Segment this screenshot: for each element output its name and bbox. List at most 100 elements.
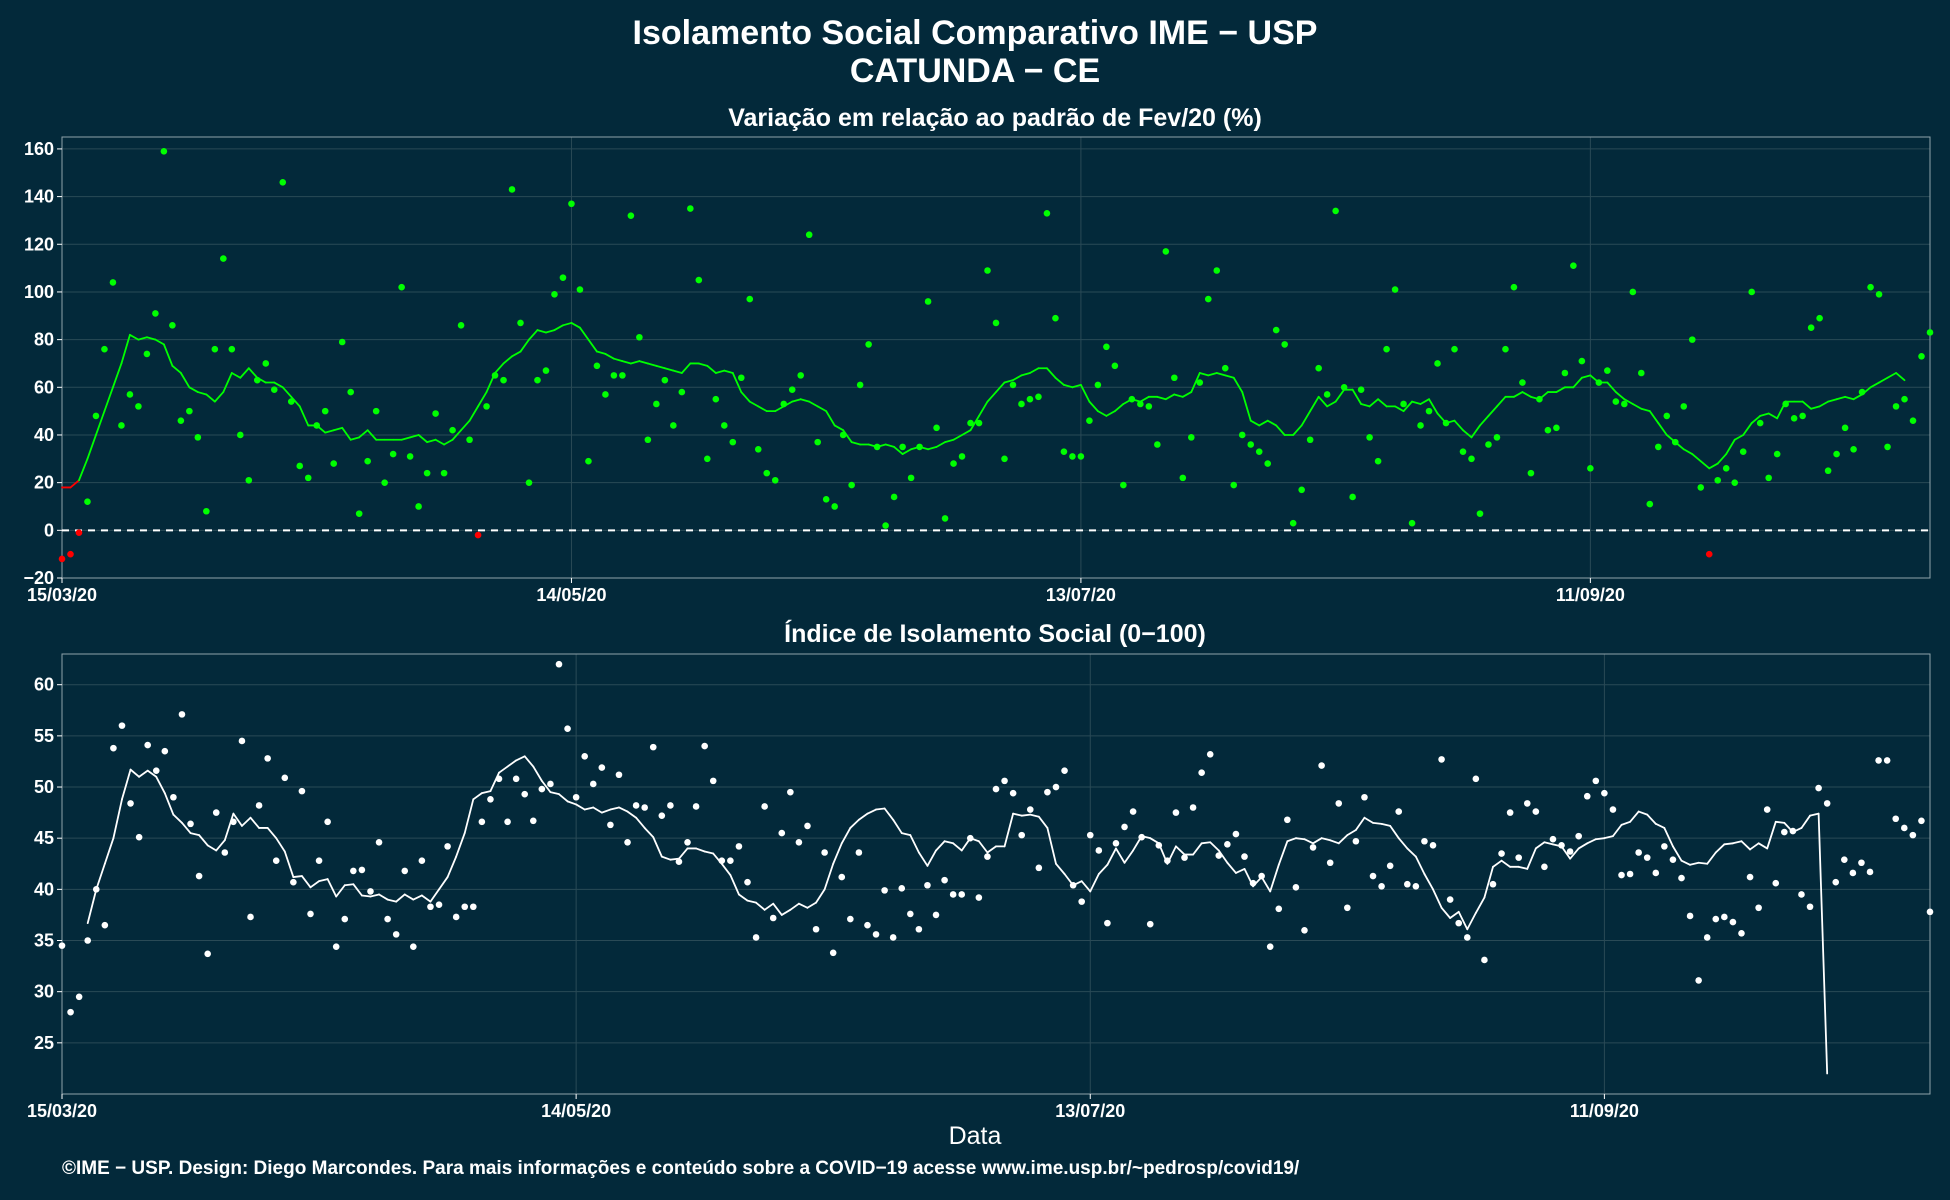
moving-average-segment [163,792,175,816]
moving-average-segment [1046,367,1057,379]
data-point [1292,884,1300,891]
moving-average-segment [1235,867,1246,874]
data-point [924,298,932,305]
moving-average-segment [1300,410,1312,427]
data-point [797,372,805,379]
data-point [1867,283,1874,291]
moving-average-segment [772,902,783,916]
data-point [704,455,711,463]
data-point [109,279,117,286]
data-point [491,372,499,379]
data-point [1121,823,1128,831]
data-point [746,295,754,303]
data-point [204,950,211,958]
data-point [1298,486,1305,494]
moving-average-segment [498,765,509,774]
data-point [211,345,219,353]
data-point [1120,481,1127,489]
moving-average-segment [400,436,412,441]
data-point [287,398,295,405]
data-point [186,407,193,415]
moving-average-segment [1487,405,1498,417]
moving-average-segment [1156,395,1167,401]
moving-average-segment [112,798,123,840]
moving-average-segment [798,902,809,909]
data-point [607,821,614,829]
moving-average-segment [1827,398,1838,403]
data-point [1519,379,1526,386]
data-point [1189,804,1197,811]
data-point [1558,842,1565,849]
data-point [1739,448,1747,455]
moving-average-segment [1377,398,1388,408]
data-point [1678,874,1685,882]
y-tick-label: 0 [44,520,54,540]
moving-average-segment [1818,400,1830,408]
data-point [1266,943,1274,950]
moving-average-segment [1517,865,1529,870]
data-point [1323,391,1331,398]
data-point [423,469,431,477]
data-point [418,857,426,864]
moving-average-segment [757,405,768,413]
moving-average-segment [833,424,845,432]
moving-average-segment [1757,842,1769,850]
data-point [474,531,482,539]
moving-average-segment [850,441,862,446]
data-point [950,460,957,467]
data-point [1383,345,1390,353]
data-point [1909,831,1917,839]
moving-average-segment [893,445,904,455]
moving-average-segment [1572,376,1583,389]
data-point [1799,412,1806,420]
moving-average-segment [1767,412,1779,420]
data-point [110,744,117,752]
data-point [367,888,374,895]
data-point [212,809,220,816]
moving-average-segment [986,845,997,854]
moving-average-segment [706,364,717,374]
data-point [1344,904,1351,912]
moving-average-segment [1326,400,1337,408]
data-point [1765,474,1772,482]
data-point [449,426,456,434]
data-point [1181,854,1188,861]
data-point [1669,856,1677,863]
moving-average-segment [1496,395,1507,408]
moving-average-segment [1492,859,1503,868]
data-point [330,460,338,467]
moving-average-segment [154,338,165,346]
data-point [1275,905,1283,913]
data-point [1721,913,1728,921]
data-point [1909,417,1917,424]
moving-average-segment [1192,842,1203,856]
moving-average-segment [426,438,437,444]
data-point [1349,493,1356,501]
y-tick-label: 100 [24,282,54,302]
data-point [101,345,108,353]
data-point [692,803,700,810]
moving-average-segment [172,813,183,824]
moving-average-segment [1716,453,1728,465]
moving-average-segment [1725,438,1736,455]
data-point [1850,445,1857,453]
moving-average-segment [1428,398,1439,415]
moving-average-segment [1249,419,1261,427]
data-point [372,407,380,415]
moving-average-segment [1766,820,1777,850]
moving-average-segment [213,391,225,403]
data-point [1643,854,1651,861]
data-point [1391,286,1399,293]
moving-average-segment [900,832,912,837]
data-point [568,200,575,208]
moving-average-segment [502,355,513,365]
data-point [1570,262,1577,270]
data-point [1485,441,1492,448]
data-point [1026,806,1034,813]
data-point [915,925,923,933]
moving-average-segment [361,894,372,898]
data-point [1395,808,1403,815]
moving-average-segment [540,779,552,794]
panel1-title: Variação em relação ao padrão de Fev/20 … [728,104,1262,132]
data-point [220,255,227,262]
